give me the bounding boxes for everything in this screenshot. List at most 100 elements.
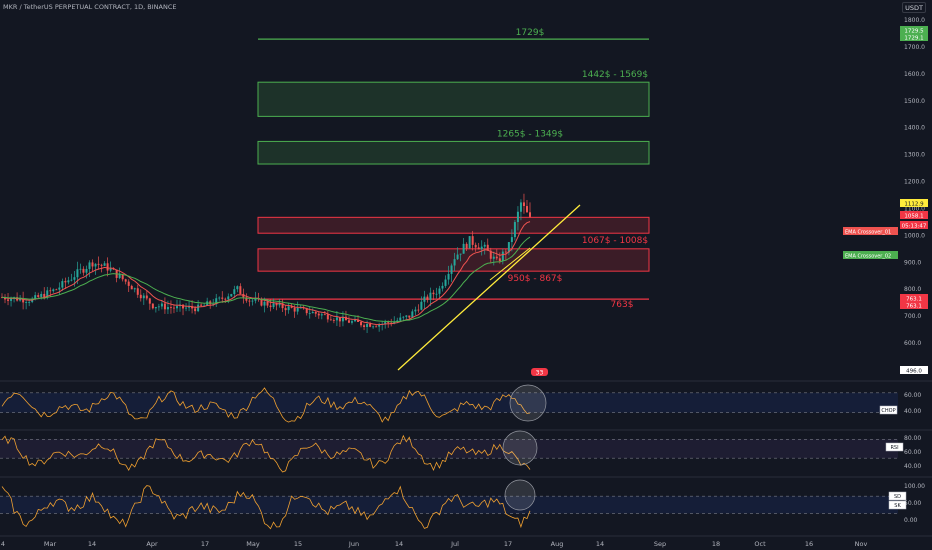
candle-body — [456, 254, 459, 260]
time-tick-label: Mar — [44, 540, 57, 548]
candle-body — [444, 279, 447, 286]
candle-body — [194, 308, 197, 312]
chart-symbol-title[interactable]: MKR / TetherUS PERPETUAL CONTRACT, 1D, B… — [3, 3, 177, 11]
candle-body — [260, 298, 263, 306]
price-tick-label: 600.0 — [904, 340, 921, 347]
candle-body — [182, 304, 185, 309]
candle-body — [245, 297, 248, 301]
candle-body — [529, 212, 531, 217]
price-tick-label: 1700.0 — [904, 44, 925, 51]
time-tick-label: Apr — [146, 540, 158, 548]
price-tag — [900, 33, 928, 41]
candle-body — [94, 263, 97, 267]
candle-body — [254, 298, 257, 301]
ema-legend-label: EMA Crossover_02 — [845, 254, 891, 260]
candle-body — [302, 307, 305, 309]
candle-body — [281, 303, 284, 309]
candle-body — [420, 301, 423, 310]
candle-body — [154, 307, 157, 309]
candle-body — [88, 262, 91, 269]
candle-body — [335, 317, 338, 321]
alert-badge-label: 33 — [536, 370, 544, 377]
zone-label: 1265$ - 1349$ — [497, 129, 563, 139]
candle-body — [58, 287, 61, 290]
candle-body — [480, 246, 483, 250]
price-tag-label: 05:13:47 — [902, 224, 927, 230]
candle-body — [350, 321, 353, 323]
candle-body — [266, 301, 269, 306]
price-zone — [257, 140, 650, 165]
price-tag-label: 1112.9 — [904, 202, 924, 208]
ema-legend — [843, 251, 898, 259]
candle-body — [344, 316, 347, 321]
candle-body — [112, 268, 115, 270]
candle-body — [43, 293, 46, 298]
price-tag — [900, 221, 928, 229]
oscillator-name-tag — [885, 442, 904, 452]
candle-body — [169, 307, 172, 308]
candle-body — [55, 289, 58, 291]
candle-body — [4, 297, 7, 300]
candle-body — [106, 263, 109, 271]
candle-body — [239, 286, 242, 294]
candle-body — [10, 298, 13, 301]
ema-line — [1, 236, 531, 323]
price-tag — [900, 294, 928, 302]
candle-body — [127, 281, 130, 286]
candle-body — [483, 244, 486, 247]
price-axis — [898, 0, 932, 550]
price-tick-label: 1800.0 — [904, 17, 925, 24]
candle-body — [405, 315, 408, 317]
candle-body — [498, 258, 501, 262]
candle-body — [314, 311, 317, 314]
candle-body — [347, 320, 350, 323]
candle-body — [188, 306, 191, 308]
oscillator-tick-label: 60.00 — [904, 392, 921, 399]
currency-selector[interactable]: USDT — [902, 2, 926, 13]
candle-body — [450, 265, 453, 274]
candle-body — [432, 292, 435, 295]
candle-body — [121, 274, 124, 280]
zone-label: 1442$ - 1569$ — [582, 70, 648, 80]
price-tag-label: 763.1 — [906, 297, 922, 303]
candle-body — [200, 304, 203, 306]
candle-body — [492, 256, 495, 259]
candle-body — [384, 322, 387, 324]
oscillator-tick-label: 40.00 — [904, 463, 921, 470]
candle-body — [489, 250, 492, 259]
candle-body — [73, 277, 76, 280]
candle-body — [417, 309, 420, 311]
trendline — [397, 204, 581, 371]
price-tag-label: 1729.1 — [904, 36, 923, 42]
candle-body — [139, 294, 142, 299]
candle-body — [151, 303, 154, 309]
candle-body — [519, 202, 522, 212]
price-tag — [900, 26, 928, 34]
candle-body — [278, 303, 281, 306]
candle-body — [269, 305, 272, 308]
candle-body — [28, 301, 31, 303]
candle-body — [76, 269, 79, 278]
candle-body — [100, 264, 103, 266]
candle-body — [311, 311, 314, 314]
candle-body — [501, 251, 504, 262]
candle-body — [34, 295, 37, 299]
candle-body — [215, 298, 218, 305]
price-tick-label: 1200.0 — [904, 179, 925, 186]
price-tag-label: 1058.1 — [904, 214, 923, 220]
candle-body — [148, 298, 151, 304]
candle-body — [305, 308, 308, 314]
price-tick-label: 1000.0 — [904, 232, 925, 239]
candle-body — [284, 308, 287, 311]
oscillator-name-label: SK — [894, 503, 901, 509]
candle-body — [290, 306, 293, 308]
candle-body — [46, 290, 49, 298]
candle-body — [471, 236, 474, 245]
time-tick-label: 15 — [294, 540, 302, 548]
price-tick-label: 700.0 — [904, 313, 921, 320]
candle-body — [166, 307, 169, 310]
trendline — [489, 247, 531, 281]
candle-body — [354, 319, 357, 322]
candle-body — [408, 315, 411, 318]
